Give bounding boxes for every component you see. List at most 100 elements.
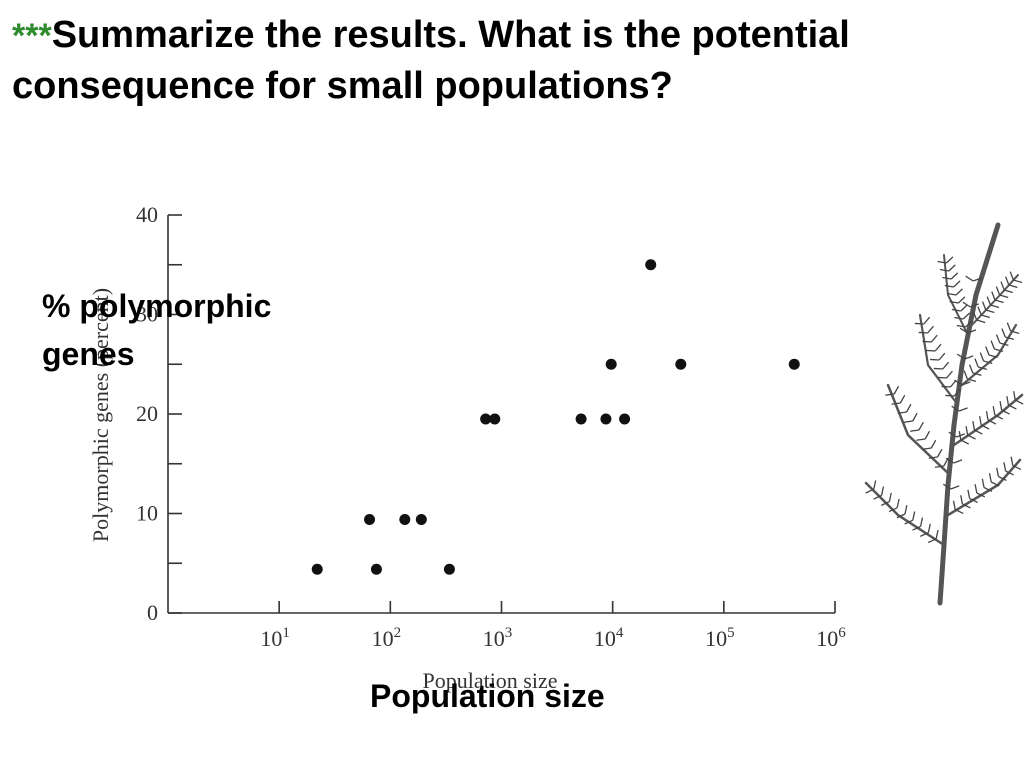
- x-label-overlay: Population size: [370, 678, 605, 714]
- y-axis-title: Polymorphic genes (percent): [88, 288, 113, 542]
- x-tick-label: 105: [705, 625, 735, 651]
- needle: [988, 354, 998, 359]
- needle: [1006, 322, 1012, 332]
- needle: [957, 296, 966, 304]
- needle: [916, 438, 926, 441]
- needle: [927, 523, 931, 533]
- needle: [965, 320, 973, 328]
- needle: [976, 492, 986, 498]
- needle: [923, 316, 931, 325]
- needle: [897, 411, 907, 414]
- needle: [956, 433, 966, 438]
- needle: [945, 256, 954, 264]
- needle: [1008, 284, 1018, 289]
- needle: [956, 353, 966, 360]
- needle: [974, 429, 983, 435]
- y-tick-label: 0: [147, 600, 158, 625]
- needle: [977, 306, 982, 316]
- needle: [972, 277, 982, 282]
- title-stars: ***: [12, 17, 52, 55]
- data-point: [489, 413, 501, 425]
- chart-ticks: 0 10 20 30 40 101 102 103 104 105 106: [136, 202, 846, 651]
- needle: [888, 507, 898, 513]
- needle: [1013, 279, 1023, 284]
- needle: [960, 439, 970, 445]
- needle: [946, 370, 953, 379]
- needle: [954, 379, 963, 386]
- needle: [956, 324, 966, 328]
- needle: [1010, 456, 1014, 466]
- needle: [927, 538, 937, 544]
- needle: [962, 312, 971, 320]
- data-point: [443, 563, 455, 575]
- needle: [998, 475, 1007, 482]
- needle: [952, 500, 956, 510]
- needle: [906, 403, 912, 413]
- needle: [896, 513, 906, 519]
- needle: [937, 448, 943, 458]
- needle: [974, 358, 979, 368]
- needle: [865, 488, 875, 494]
- needle: [983, 486, 993, 493]
- needle: [1009, 271, 1015, 281]
- needle: [979, 352, 985, 362]
- y-tick-label: 10: [136, 501, 158, 526]
- needle: [934, 465, 944, 468]
- needle: [918, 331, 928, 334]
- needle: [953, 388, 961, 397]
- needle: [899, 394, 906, 404]
- needle: [928, 456, 938, 459]
- needle: [941, 385, 951, 388]
- needle: [1012, 464, 1022, 471]
- needle: [985, 411, 989, 421]
- needle: [951, 308, 961, 312]
- needle: [927, 325, 934, 334]
- needle: [926, 349, 936, 352]
- needle: [1003, 462, 1007, 472]
- data-point: [480, 413, 492, 425]
- x-tick-label: 103: [483, 625, 513, 651]
- needle: [994, 348, 1004, 353]
- chart-points: [311, 259, 800, 575]
- data-point: [311, 563, 323, 575]
- needle: [999, 342, 1009, 347]
- needle: [1006, 396, 1010, 406]
- data-point: [619, 413, 631, 425]
- needle: [935, 529, 939, 539]
- needle: [964, 355, 974, 360]
- data-point: [415, 513, 427, 525]
- needle: [912, 525, 921, 531]
- needle: [896, 498, 900, 508]
- needle: [988, 473, 992, 483]
- needle: [1014, 399, 1024, 405]
- needle: [938, 352, 946, 361]
- needle: [953, 459, 963, 464]
- data-point: [605, 358, 617, 370]
- needle: [981, 478, 985, 488]
- needle: [985, 346, 990, 356]
- needle: [954, 508, 964, 515]
- needle: [873, 494, 882, 500]
- needle: [994, 299, 1004, 304]
- needle: [967, 329, 977, 334]
- needle: [958, 407, 968, 412]
- needle: [945, 394, 955, 397]
- needle: [873, 480, 877, 490]
- needle: [903, 420, 913, 423]
- x-tick-label: 101: [260, 625, 290, 651]
- needle: [904, 519, 914, 525]
- needle: [942, 276, 952, 280]
- needle: [962, 301, 971, 308]
- needle: [972, 372, 982, 377]
- needle: [965, 426, 969, 436]
- needle: [950, 485, 960, 490]
- needle: [985, 309, 995, 314]
- needle: [947, 292, 957, 296]
- needle: [1005, 276, 1010, 286]
- needle: [937, 260, 947, 264]
- needle: [990, 340, 996, 350]
- needle: [891, 402, 901, 405]
- needle: [914, 322, 924, 325]
- needle: [912, 412, 918, 422]
- needle: [904, 505, 908, 515]
